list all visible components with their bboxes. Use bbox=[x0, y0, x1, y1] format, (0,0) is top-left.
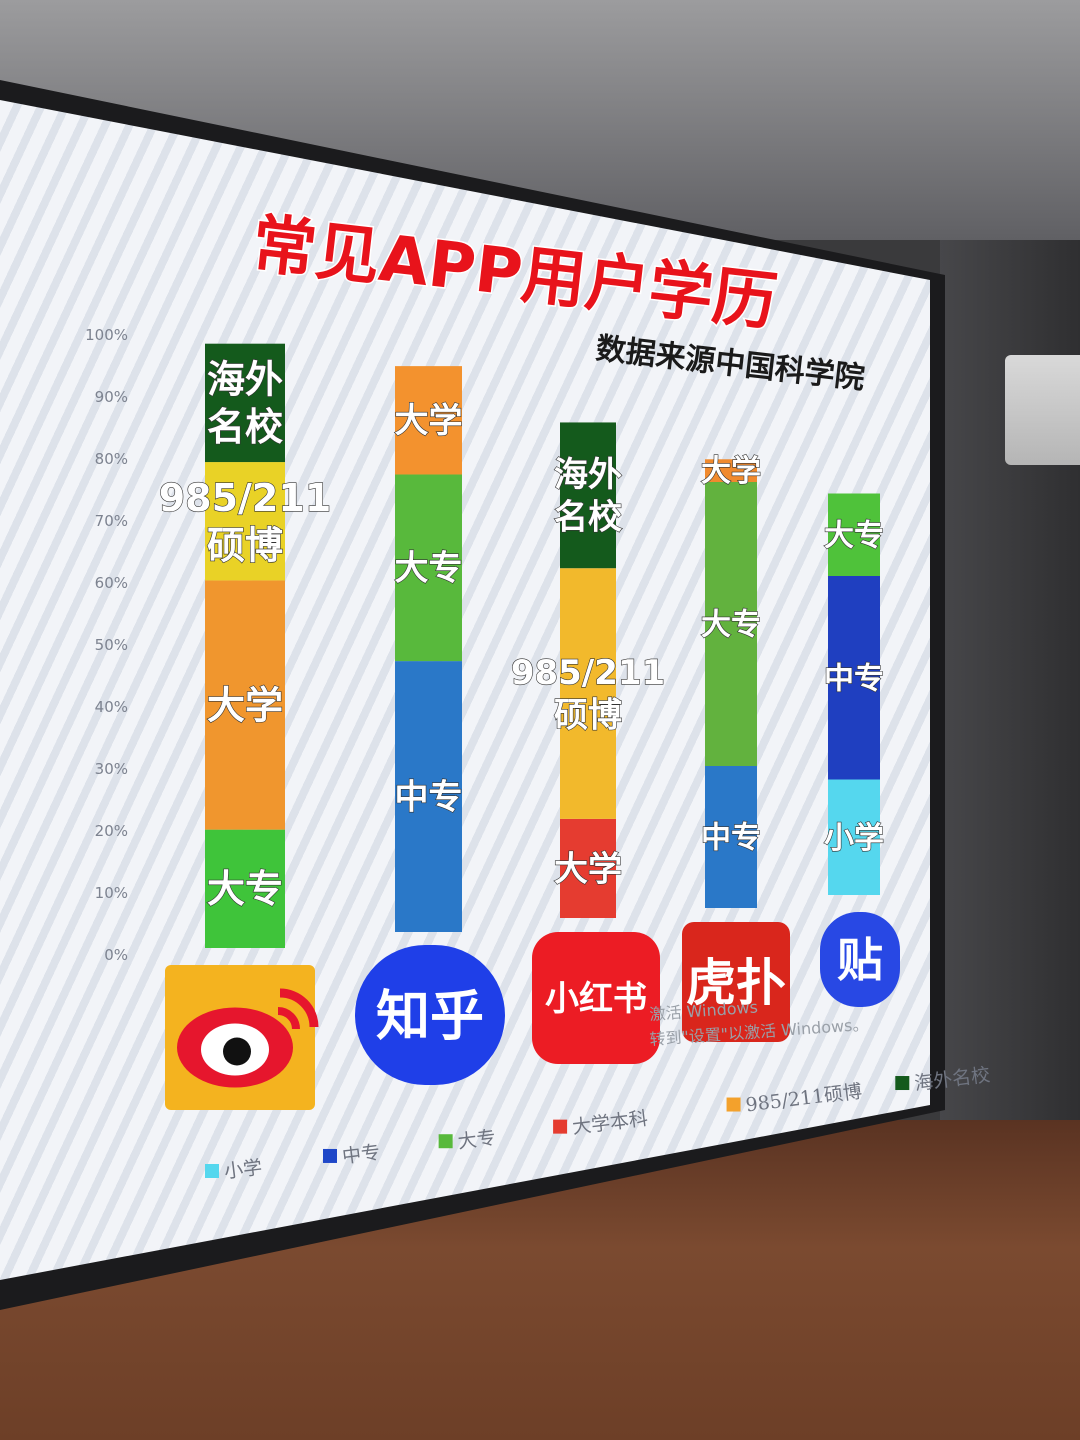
legend-item: 大专 bbox=[438, 1127, 497, 1153]
tieba-logo-icon: 贴 bbox=[820, 912, 900, 1007]
bar-label-xiaohongshu-1: 985/211 bbox=[511, 653, 665, 693]
y-axis: 100% 90% 80% 70% 60% 50% 40% 30% 20% 10% 0% bbox=[85, 326, 128, 964]
legend-label: 985/211硕博 bbox=[744, 1080, 863, 1116]
legend-label: 大专 bbox=[457, 1127, 497, 1153]
legend-label: 小学 bbox=[223, 1156, 263, 1182]
chart-title-group: 常见APP用户学历 数据来源中国科学院 bbox=[247, 206, 867, 397]
y-tick-label: 30% bbox=[95, 760, 128, 778]
bar-segment-zhihu-1 bbox=[395, 474, 462, 662]
wall-speaker bbox=[1005, 355, 1080, 465]
bar-segment-zhihu-0 bbox=[395, 661, 462, 932]
bar-segment-weibo-1 bbox=[205, 580, 285, 830]
zhihu-logo-icon: 知乎 bbox=[355, 945, 505, 1085]
legend-item: 中专 bbox=[323, 1141, 381, 1168]
bar-label-xiaohongshu-0: 大学 bbox=[554, 849, 622, 889]
hupu-logo-icon: 虎扑 bbox=[682, 922, 790, 1042]
y-tick-label: 100% bbox=[85, 326, 128, 344]
legend-swatch bbox=[438, 1134, 453, 1149]
weibo-wave-inner bbox=[277, 1007, 300, 1030]
weibo-eye-pupil bbox=[223, 1037, 251, 1066]
y-tick-label: 70% bbox=[95, 512, 128, 530]
legend-swatch bbox=[553, 1119, 568, 1134]
bar-label-weibo-3: 海外 bbox=[207, 357, 283, 401]
bar-label-xiaohongshu-2: 名校 bbox=[554, 497, 622, 537]
bar-segment-weibo-0 bbox=[205, 829, 285, 948]
bar-segment-xiaohongshu-0 bbox=[560, 818, 616, 918]
legend-swatch bbox=[895, 1076, 910, 1091]
bar-label-weibo-0: 大专 bbox=[207, 867, 283, 911]
bar-label-weibo-2: 985/211 bbox=[159, 476, 332, 520]
bar-label-xiaohongshu-2: 海外 bbox=[554, 455, 622, 495]
legend-item: 大学本科 bbox=[553, 1107, 649, 1139]
y-tick-label: 0% bbox=[104, 946, 128, 964]
legend-swatch bbox=[323, 1148, 337, 1163]
bar-segment-hupu-2 bbox=[705, 459, 757, 482]
bar-segment-hupu-1 bbox=[705, 482, 757, 766]
bar-label-hupu-2: 大学 bbox=[701, 454, 761, 489]
legend-swatch bbox=[205, 1164, 219, 1178]
legend-item: 985/211硕博 bbox=[726, 1080, 863, 1116]
y-tick-label: 40% bbox=[95, 698, 128, 716]
bar-label-hupu-1: 大专 bbox=[701, 608, 761, 643]
hupu-icon-bg bbox=[682, 922, 790, 1042]
bar-segment-weibo-3 bbox=[205, 343, 285, 463]
bar-segment-xiaohongshu-1 bbox=[560, 568, 616, 819]
bar-label-xiaohongshu-1: 硕博 bbox=[554, 696, 622, 736]
weibo-logo-icon bbox=[165, 965, 319, 1110]
legend-label: 大学本科 bbox=[571, 1107, 649, 1138]
legend: 小学 中专 大专 大学本科 985/211硕博 海外名校 bbox=[205, 1064, 991, 1183]
bar-label-weibo-1: 大学 bbox=[207, 683, 283, 727]
xiaohongshu-icon-bg bbox=[532, 932, 660, 1064]
y-tick-label: 60% bbox=[95, 574, 128, 592]
y-tick-label: 50% bbox=[95, 636, 128, 654]
app-icons: 知乎 小红书 虎扑贴 bbox=[165, 912, 900, 1110]
legend-item: 小学 bbox=[205, 1156, 263, 1183]
bar-segment-tieba-2 bbox=[828, 493, 880, 576]
projection-screen bbox=[0, 100, 930, 1280]
bar-segment-weibo-2 bbox=[205, 462, 285, 581]
y-tick-label: 10% bbox=[95, 884, 128, 902]
bar-label-zhihu-1: 大专 bbox=[395, 549, 463, 589]
legend-item: 海外名校 bbox=[895, 1064, 991, 1095]
bar-label-zhihu-0: 中专 bbox=[395, 777, 463, 817]
zhihu-icon-label: 知乎 bbox=[376, 984, 484, 1047]
bar-label-tieba-0: 小学 bbox=[824, 821, 884, 856]
zhihu-icon-bg bbox=[355, 945, 505, 1085]
bar-labels: 大专大学985/211硕博海外名校中专大专大学大学985/211硕博海外名校中专… bbox=[158, 357, 884, 912]
chart-subtitle: 数据来源中国科学院 bbox=[594, 331, 866, 396]
bar-label-hupu-0: 中专 bbox=[701, 821, 761, 856]
chart-title: 常见APP用户学历 bbox=[248, 207, 780, 340]
weibo-wave-outer bbox=[279, 988, 319, 1028]
bar-segment-tieba-1 bbox=[828, 576, 880, 780]
xiaohongshu-icon-label: 小红书 bbox=[545, 979, 647, 1019]
bar-label-weibo-2: 硕博 bbox=[207, 523, 283, 567]
bar-segment-hupu-0 bbox=[705, 766, 757, 908]
y-tick-label: 90% bbox=[95, 388, 128, 406]
bar-label-zhihu-2: 大学 bbox=[395, 401, 463, 441]
legend-label: 中专 bbox=[341, 1141, 381, 1167]
tieba-icon-label: 贴 bbox=[837, 933, 883, 987]
y-tick-label: 20% bbox=[95, 822, 128, 840]
bar-label-tieba-2: 大专 bbox=[824, 518, 884, 553]
bar-segment-zhihu-2 bbox=[395, 366, 462, 475]
bar-label-weibo-3: 名校 bbox=[207, 405, 283, 449]
bar-segment-xiaohongshu-2 bbox=[560, 422, 616, 569]
legend-swatch bbox=[726, 1097, 741, 1112]
bar-label-tieba-1: 中专 bbox=[824, 661, 884, 696]
bars bbox=[205, 343, 880, 948]
hupu-icon-label: 虎扑 bbox=[686, 954, 786, 1012]
legend-label: 海外名校 bbox=[913, 1064, 991, 1095]
xiaohongshu-logo-icon: 小红书 bbox=[532, 932, 660, 1064]
bar-segment-tieba-0 bbox=[828, 779, 880, 895]
tieba-icon-bg bbox=[820, 912, 900, 1007]
y-tick-label: 80% bbox=[95, 450, 128, 468]
